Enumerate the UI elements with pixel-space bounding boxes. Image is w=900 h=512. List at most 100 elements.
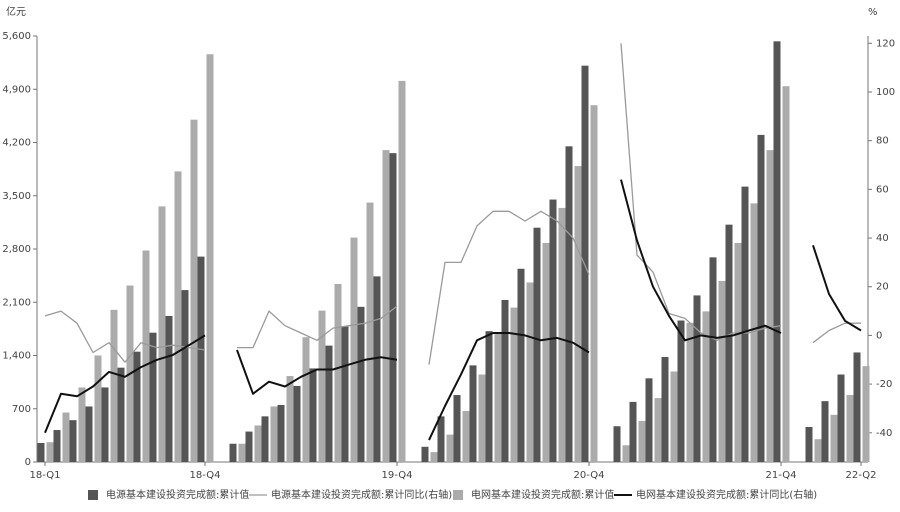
bar xyxy=(718,280,726,462)
x-tick-label: 20-Q4 xyxy=(574,470,605,481)
bar xyxy=(750,203,758,462)
bar xyxy=(510,307,518,462)
bar xyxy=(373,276,381,462)
bar xyxy=(862,366,870,462)
bar xyxy=(229,443,237,462)
bar xyxy=(437,416,445,462)
bar xyxy=(318,310,326,462)
y-unit: 亿元 xyxy=(6,5,26,18)
bar xyxy=(37,442,45,462)
y-tick-label: 1,400 xyxy=(2,351,31,362)
bar xyxy=(830,414,838,462)
bar xyxy=(174,171,182,462)
bar xyxy=(613,426,621,462)
bar xyxy=(62,412,70,462)
y2-tick-label: -40 xyxy=(876,428,892,439)
bar xyxy=(142,250,150,462)
bar xyxy=(766,150,774,462)
bar xyxy=(517,268,525,462)
bar xyxy=(526,282,534,462)
bar xyxy=(782,86,790,462)
y-tick-label: 4,200 xyxy=(2,138,31,149)
bar xyxy=(158,206,166,462)
y2-tick-label: 60 xyxy=(876,184,889,195)
bar xyxy=(478,374,486,462)
legend-swatch xyxy=(88,490,98,500)
bar xyxy=(565,146,573,462)
bar xyxy=(574,166,582,462)
bar xyxy=(117,367,125,462)
bar xyxy=(46,442,54,462)
bar xyxy=(366,202,374,462)
y2-unit: % xyxy=(868,7,878,18)
bar xyxy=(677,320,685,462)
bar xyxy=(734,242,742,462)
bar xyxy=(645,378,653,462)
bar xyxy=(101,387,109,462)
y2-tick-label: 40 xyxy=(876,233,889,244)
bar xyxy=(286,376,294,462)
bar xyxy=(110,309,118,462)
bar xyxy=(149,332,157,462)
bar xyxy=(453,395,461,462)
bar xyxy=(309,368,317,462)
x-tick-label: 22-Q2 xyxy=(846,470,877,481)
bar xyxy=(558,207,566,462)
bar xyxy=(661,357,669,462)
line xyxy=(44,179,862,441)
bar xyxy=(446,434,454,462)
bar xyxy=(270,406,278,462)
y-tick-label: 2,100 xyxy=(2,297,31,308)
bar xyxy=(254,425,262,462)
x-tick-label: 21-Q4 xyxy=(766,470,797,481)
legend-label: 电网基本建设投资完成额:累计值 xyxy=(471,488,614,501)
bar xyxy=(238,443,246,462)
bar xyxy=(69,420,77,462)
bar xyxy=(494,332,502,462)
bar xyxy=(622,445,630,462)
bar xyxy=(181,290,189,462)
bar xyxy=(693,295,701,462)
bar xyxy=(549,199,557,462)
y-tick-label: 0 xyxy=(25,457,31,468)
bar xyxy=(302,337,310,462)
y-tick-label: 4,900 xyxy=(2,84,31,95)
line xyxy=(44,43,861,365)
bar xyxy=(293,385,301,462)
bar xyxy=(814,439,822,462)
bar xyxy=(357,306,365,462)
legend-swatch xyxy=(453,490,463,500)
y2-tick-label: -20 xyxy=(876,379,892,390)
bar xyxy=(190,119,198,462)
y-tick-label: 2,800 xyxy=(2,244,31,255)
bar xyxy=(421,446,429,462)
y2-tick-label: 120 xyxy=(876,38,895,49)
bar xyxy=(53,430,61,462)
bar xyxy=(398,80,406,462)
legend-label: 电源基本建设投资完成额:累计值 xyxy=(106,488,249,501)
bar xyxy=(197,256,205,462)
y-tick-label: 700 xyxy=(12,404,31,415)
bar xyxy=(78,387,86,462)
bar xyxy=(350,237,358,462)
y2-tick-label: 20 xyxy=(876,282,889,293)
bar xyxy=(686,322,694,462)
bar xyxy=(629,401,637,462)
bar xyxy=(805,427,813,462)
bar xyxy=(485,331,493,462)
legend-label: 电网基本建设投资完成额:累计同比(右轴) xyxy=(636,488,817,501)
y2-tick-label: 80 xyxy=(876,136,889,147)
y2-tick-label: 100 xyxy=(876,87,895,98)
bar xyxy=(277,404,285,462)
bar xyxy=(542,242,550,462)
bar xyxy=(325,345,333,462)
bar xyxy=(430,452,438,462)
bar xyxy=(773,41,781,462)
bar xyxy=(341,326,349,462)
bar xyxy=(757,134,765,462)
bar xyxy=(334,283,342,462)
bar xyxy=(469,365,477,462)
bar xyxy=(837,374,845,462)
bar xyxy=(206,54,214,462)
